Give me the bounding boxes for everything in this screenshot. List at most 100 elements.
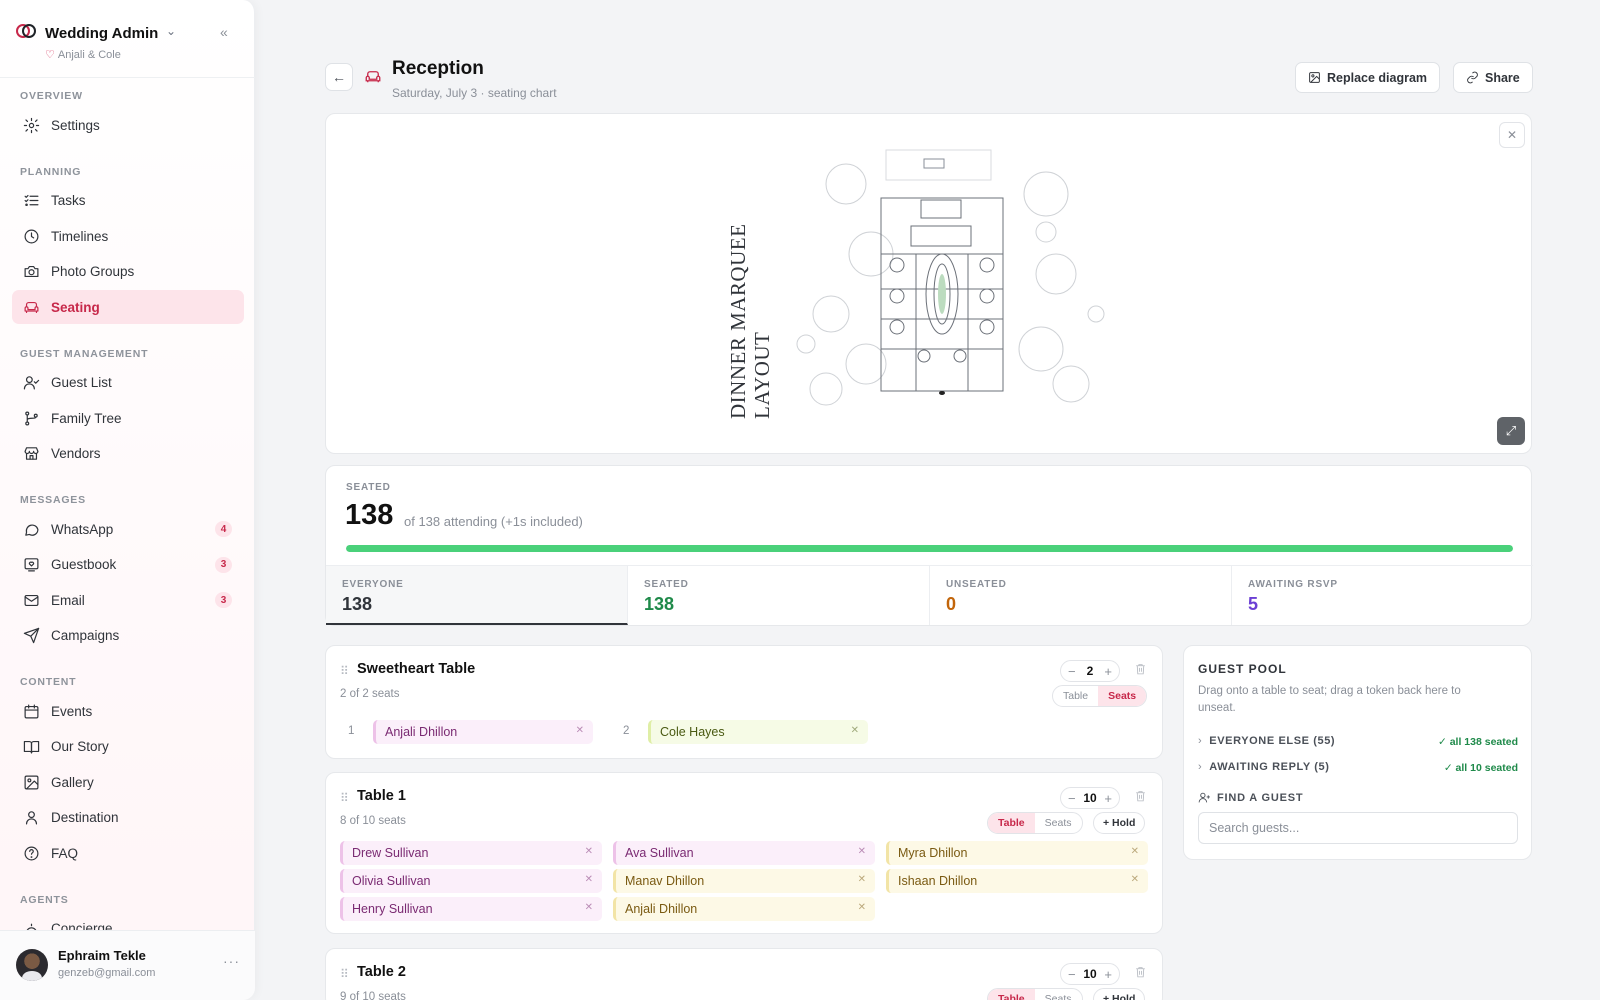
seat-count-stepper[interactable]: −10 + xyxy=(1060,963,1120,985)
sidebar-item-seating[interactable]: Seating xyxy=(12,290,244,324)
mode-option-table[interactable]: Table xyxy=(988,989,1035,1000)
stat-filter-unseated[interactable]: UNSEATED 0 xyxy=(930,566,1232,625)
divider xyxy=(0,77,255,78)
trash-icon[interactable] xyxy=(1134,662,1148,678)
guest-token[interactable]: Anjali Dhillon ✕ xyxy=(613,897,875,921)
stat-filter-seated[interactable]: SEATED 138 xyxy=(628,566,930,625)
sidebar-item-tasks[interactable]: Tasks xyxy=(12,184,244,218)
sidebar-item-timelines[interactable]: Timelines xyxy=(12,219,244,253)
table-mode-toggle[interactable]: Table Seats xyxy=(987,988,1083,1000)
guest-pool[interactable]: GUEST POOL Drag onto a table to seat; dr… xyxy=(1183,645,1532,860)
plus-icon[interactable]: + xyxy=(1104,966,1112,982)
minus-icon[interactable]: − xyxy=(1068,790,1076,806)
guestbook-icon xyxy=(22,556,40,574)
sidebar-item-family-tree[interactable]: Family Tree xyxy=(12,401,244,435)
minus-icon[interactable]: − xyxy=(1068,663,1076,679)
sidebar-item-campaigns[interactable]: Campaigns xyxy=(12,619,244,653)
remove-guest-icon[interactable]: ✕ xyxy=(584,874,593,885)
trash-icon[interactable] xyxy=(1134,965,1148,981)
seating-diagram[interactable]: DINNER MARQUEE LAYOUT ✕ ⤢ xyxy=(325,113,1532,454)
close-icon[interactable]: ✕ xyxy=(1499,122,1525,148)
mode-option-table[interactable]: Table xyxy=(1063,690,1089,702)
heart-icon: ♡ xyxy=(45,49,55,61)
remove-guest-icon[interactable]: ✕ xyxy=(857,874,866,885)
guest-token[interactable]: Manav Dhillon ✕ xyxy=(613,869,875,893)
sidebar: Wedding Admin ⌄ ♡ Anjali & Cole « OVERVIE… xyxy=(0,0,255,1000)
share-button[interactable]: Share xyxy=(1453,62,1533,93)
mode-option-seats[interactable]: Seats xyxy=(1044,993,1072,1000)
remove-guest-icon[interactable]: ✕ xyxy=(575,725,584,736)
seats-count-text: 9 of 10 seats xyxy=(340,991,406,1000)
search-guests-input[interactable] xyxy=(1198,812,1518,844)
hold-button[interactable]: + Hold xyxy=(1093,988,1146,1000)
remove-guest-icon[interactable]: ✕ xyxy=(584,846,593,857)
remove-guest-icon[interactable]: ✕ xyxy=(857,846,866,857)
table-mode-toggle[interactable]: Table Seats xyxy=(1052,685,1148,707)
seating-table-card[interactable]: ⠿ Sweetheart Table 2 of 2 seats −2 + Table Sea… xyxy=(325,645,1163,759)
image-icon xyxy=(22,773,40,791)
seat-count-stepper[interactable]: −10 + xyxy=(1060,787,1120,809)
back-button[interactable]: ← xyxy=(325,63,353,91)
nav-section-label: OVERVIEW xyxy=(20,90,83,102)
workspace-switcher[interactable]: Wedding Admin xyxy=(45,25,159,42)
sidebar-item-settings[interactable]: Settings xyxy=(12,108,244,142)
sidebar-item-our-story[interactable]: Our Story xyxy=(12,730,244,764)
guest-token[interactable]: Ava Sullivan ✕ xyxy=(613,841,875,865)
seating-table-card[interactable]: ⠿ Table 2 9 of 10 seats −10 + Table Seats + Hol… xyxy=(325,948,1163,1000)
stat-filter-awaiting-rsvp[interactable]: AWAITING RSVP 5 xyxy=(1232,566,1533,625)
sidebar-item-whatsapp[interactable]: WhatsApp 4 xyxy=(12,512,244,546)
remove-guest-icon[interactable]: ✕ xyxy=(850,725,859,736)
remove-guest-icon[interactable]: ✕ xyxy=(584,902,593,913)
plus-icon[interactable]: + xyxy=(1104,790,1112,806)
replace-diagram-button[interactable]: Replace diagram xyxy=(1295,62,1441,93)
guest-token[interactable]: Myra Dhillon ✕ xyxy=(886,841,1148,865)
mode-option-seats[interactable]: Seats xyxy=(1098,686,1147,706)
guest-token[interactable]: Olivia Sullivan ✕ xyxy=(340,869,602,893)
sidebar-item-vendors[interactable]: Vendors xyxy=(12,437,244,471)
guest-token[interactable]: Ishaan Dhillon ✕ xyxy=(886,869,1148,893)
guest-token[interactable]: Drew Sullivan ✕ xyxy=(340,841,602,865)
user-card[interactable]: Ephraim Tekle genzeb@gmail.com ··· xyxy=(0,930,255,1000)
sidebar-item-guestbook[interactable]: Guestbook 3 xyxy=(12,548,244,582)
sidebar-item-gallery[interactable]: Gallery xyxy=(12,765,244,799)
hold-button[interactable]: + Hold xyxy=(1093,812,1146,834)
stat-filter-everyone[interactable]: EVERYONE 138 xyxy=(326,566,628,625)
sidebar-item-destination[interactable]: Destination xyxy=(12,801,244,835)
guest-group-toggle[interactable]: › AWAITING REPLY (5) ✓ all 10 seated xyxy=(1198,761,1518,779)
mode-option-table[interactable]: Table xyxy=(988,813,1035,833)
unread-badge: 3 xyxy=(215,556,232,573)
sidebar-item-guest-list[interactable]: Guest List xyxy=(12,366,244,400)
plus-icon[interactable]: + xyxy=(1104,663,1112,679)
drag-handle-icon[interactable]: ⠿ xyxy=(340,791,349,805)
seat-count-stepper[interactable]: −2 + xyxy=(1060,660,1120,682)
drag-handle-icon[interactable]: ⠿ xyxy=(340,664,349,678)
remove-guest-icon[interactable]: ✕ xyxy=(1130,846,1139,857)
sidebar-item-photo-groups[interactable]: Photo Groups xyxy=(12,255,244,289)
sidebar-item-email[interactable]: Email 3 xyxy=(12,583,244,617)
guest-name: Myra Dhillon xyxy=(898,846,968,860)
guest-token[interactable]: Henry Sullivan ✕ xyxy=(340,897,602,921)
chevron-right-icon: › xyxy=(1198,735,1203,747)
chevron-down-icon[interactable]: ⌄ xyxy=(166,24,177,38)
table-mode-toggle[interactable]: Table Seats xyxy=(987,812,1083,834)
remove-guest-icon[interactable]: ✕ xyxy=(1130,874,1139,885)
guest-name: Ava Sullivan xyxy=(625,846,694,860)
guest-group-toggle[interactable]: › EVERYONE ELSE (55) ✓ all 138 seated xyxy=(1198,735,1518,753)
remove-guest-icon[interactable]: ✕ xyxy=(857,902,866,913)
seating-table-card[interactable]: ⠿ Table 1 8 of 10 seats −10 + Table Seats + Hol… xyxy=(325,772,1163,934)
expand-icon[interactable]: ⤢ xyxy=(1497,417,1525,445)
guest-token[interactable]: Cole Hayes ✕ xyxy=(648,720,868,744)
sidebar-item-events[interactable]: Events xyxy=(12,694,244,728)
trash-icon[interactable] xyxy=(1134,789,1148,805)
minus-icon[interactable]: − xyxy=(1068,966,1076,982)
mode-option-seats[interactable]: Seats xyxy=(1044,817,1072,829)
stat-label: AWAITING RSVP xyxy=(1248,579,1338,590)
collapse-sidebar-icon[interactable]: « xyxy=(220,24,228,40)
unread-badge: 4 xyxy=(215,521,232,537)
guest-token[interactable]: Anjali Dhillon ✕ xyxy=(373,720,593,744)
more-icon[interactable]: ··· xyxy=(223,953,240,969)
drag-handle-icon[interactable]: ⠿ xyxy=(340,967,349,981)
nav-section-label: PLANNING xyxy=(20,165,82,178)
sidebar-item-faq[interactable]: FAQ xyxy=(12,836,244,870)
nav-section-label: GUEST MANAGEMENT xyxy=(20,347,149,360)
